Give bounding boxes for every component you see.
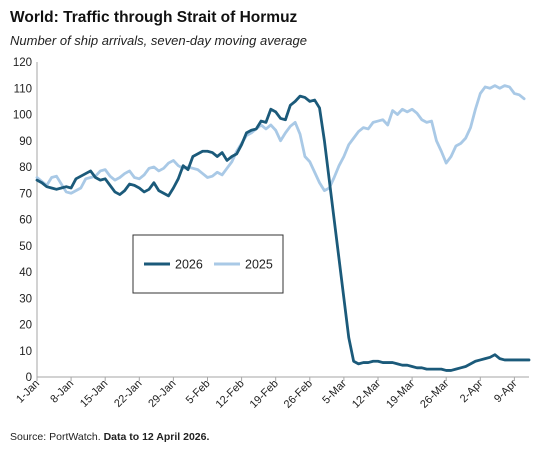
x-tick-label: 26-Feb — [282, 378, 315, 411]
x-tick-label: 15-Jan — [78, 378, 110, 410]
source-date-note: Data to 12 April 2026. — [103, 431, 210, 443]
y-tick-label: 60 — [19, 215, 32, 227]
series-layer — [35, 84, 531, 372]
x-tick-label: 9-Apr — [492, 377, 520, 405]
y-axis: 0 10 20 30 40 50 60 70 80 90 100 110 120 — [13, 57, 38, 384]
chart-subtitle: Number of ship arrivals, seven-day movin… — [10, 33, 307, 48]
y-tick-label: 120 — [13, 57, 32, 69]
x-tick-label: 19-Feb — [248, 378, 281, 411]
legend: 2026 2025 — [132, 234, 284, 294]
y-tick-label: 90 — [19, 136, 32, 148]
y-tick-label: 50 — [19, 241, 32, 253]
x-tick-label: 22-Jan — [112, 378, 144, 410]
x-tick-label: 1-Jan — [14, 378, 42, 406]
source-note: Source: PortWatch. Data to 12 April 2026… — [10, 431, 209, 443]
x-tick-label: 5-Feb — [184, 378, 213, 407]
y-tick-label: 20 — [19, 320, 32, 332]
legend-label-2025: 2025 — [245, 258, 273, 272]
x-tick-label: 2-Apr — [458, 377, 486, 405]
x-tick-label: 5-Mar — [320, 377, 349, 406]
y-tick-label: 30 — [19, 293, 32, 305]
x-tick-label: 19-Mar — [384, 377, 417, 410]
x-tick-label: 29-Jan — [146, 378, 178, 410]
x-tick-label: 12-Feb — [214, 378, 247, 411]
y-tick-label: 80 — [19, 162, 32, 174]
legend-label-2026: 2026 — [175, 258, 203, 272]
y-tick-label: 0 — [26, 372, 32, 384]
x-tick-label: 8-Jan — [48, 378, 76, 406]
chart-title: World: Traffic through Strait of Hormuz — [10, 9, 298, 26]
x-axis: 1-Jan 8-Jan 15-Jan 22-Jan 29-Jan 5-Feb 12-Feb 1… — [14, 376, 529, 411]
y-tick-label: 10 — [19, 346, 32, 358]
source-text: Source: PortWatch. — [10, 431, 104, 443]
x-tick-label: 12-Mar — [350, 377, 383, 410]
series-line-2026 — [35, 94, 531, 372]
x-tick-label: 26-Mar — [418, 377, 451, 410]
y-tick-label: 70 — [19, 188, 32, 200]
series-line-2025 — [35, 84, 526, 195]
y-tick-label: 40 — [19, 267, 32, 279]
y-tick-label: 110 — [14, 83, 32, 95]
y-tick-label: 100 — [13, 110, 32, 122]
